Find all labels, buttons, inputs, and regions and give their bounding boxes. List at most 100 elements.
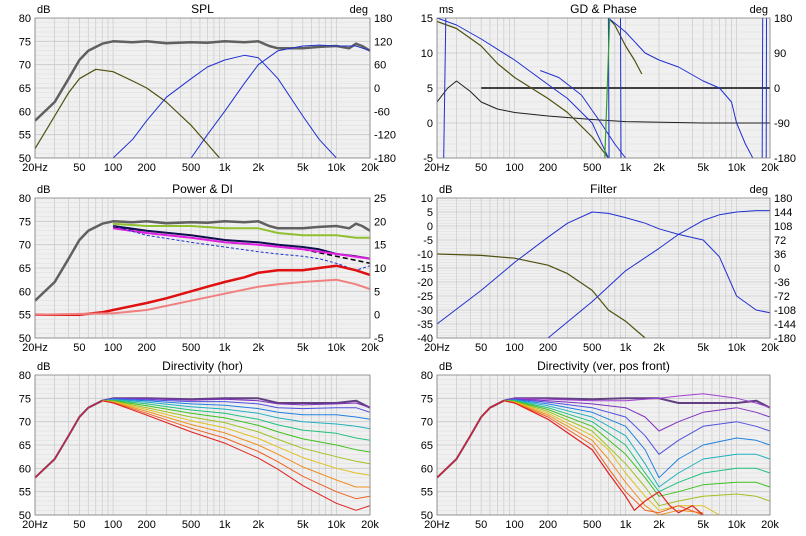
y2-tick-label: 20 — [374, 216, 386, 228]
series-line-0 — [437, 253, 646, 338]
x-tick-label: 200 — [137, 342, 155, 354]
y-axis-unit-left: dB — [37, 361, 50, 373]
y-tick-label: 5 — [427, 207, 433, 219]
y2-tick-label: -180 — [374, 153, 396, 165]
series-line-0 — [35, 220, 370, 302]
series-group — [437, 18, 770, 158]
series-line-1 — [102, 397, 370, 409]
y2-tick-label: 180 — [774, 13, 792, 25]
chart-title: Power & DI — [172, 182, 233, 196]
y-tick-label: 80 — [19, 13, 31, 25]
y-tick-label: 75 — [19, 216, 31, 228]
y2-tick-label: 0 — [374, 83, 380, 95]
series-line-11 — [503, 400, 704, 515]
y2-tick-label: 180 — [774, 193, 792, 205]
x-tick-label: 200 — [137, 519, 155, 531]
y-axis-unit-right: deg — [750, 184, 768, 196]
x-tick-label: 500 — [583, 342, 601, 354]
x-tick-label: 2k — [253, 519, 265, 531]
x-tick-label: 1k — [620, 342, 632, 354]
y-tick-label: 55 — [19, 310, 31, 322]
y-tick-label: 0 — [427, 118, 433, 130]
series-line-12 — [437, 400, 704, 515]
x-tick-label: 100 — [104, 342, 122, 354]
series-line-5 — [102, 399, 370, 441]
series-line-4 — [503, 399, 770, 479]
y2-tick-label: -90 — [774, 118, 790, 130]
series-line-11 — [35, 400, 370, 511]
chart-title: Directivity (ver, pos front) — [537, 359, 670, 373]
chart-dir_hor: 20Hz 50 100 200 500 1k 2k 5k 10k 20k5055606570758… — [19, 359, 380, 531]
series-line-6 — [102, 400, 370, 453]
y-tick-label: 70 — [19, 240, 31, 252]
series-line-9 — [503, 400, 720, 515]
x-tick-label: 5k — [697, 519, 709, 531]
x-tick-label: 500 — [182, 342, 200, 354]
x-tick-label: 50 — [475, 342, 487, 354]
series-group — [35, 220, 370, 316]
x-tick-label: 2k — [253, 342, 265, 354]
x-tick-label: 500 — [583, 519, 601, 531]
x-tick-label: 200 — [539, 342, 557, 354]
series-line-10 — [102, 400, 370, 500]
series-line-2 — [112, 54, 337, 158]
y-tick-label: 75 — [19, 36, 31, 48]
y2-tick-label: 144 — [774, 207, 792, 219]
y2-tick-label: 36 — [774, 249, 786, 261]
x-tick-label: 20Hz — [22, 162, 48, 174]
y2-tick-label: 0 — [774, 83, 780, 95]
series-group — [35, 40, 370, 158]
x-tick-label: 5k — [697, 342, 709, 354]
series-line-1 — [503, 393, 770, 409]
y-tick-label: 80 — [19, 193, 31, 205]
x-tick-label: 100 — [104, 162, 122, 174]
y-tick-label: 75 — [19, 393, 31, 405]
chart-title: Filter — [590, 182, 617, 196]
x-tick-label: 10k — [328, 519, 346, 531]
y-tick-label: 65 — [19, 263, 31, 275]
x-tick-label: 2k — [653, 342, 665, 354]
series-line-1 — [437, 211, 770, 325]
y-tick-label: 70 — [19, 417, 31, 429]
x-tick-label: 50 — [73, 162, 85, 174]
y-axis-unit-right: deg — [350, 4, 368, 16]
y2-tick-label: -180 — [774, 333, 796, 345]
y-axis-unit-left: dB — [439, 184, 452, 196]
series-line-3 — [190, 44, 370, 158]
x-tick-label: 200 — [539, 519, 557, 531]
x-tick-label: 50 — [475, 519, 487, 531]
y-axis-unit-left: dB — [37, 184, 50, 196]
y-tick-label: 80 — [421, 370, 433, 382]
y-tick-label: 60 — [421, 463, 433, 475]
y-axis-unit-left: ms — [439, 4, 454, 16]
y-tick-label: 60 — [19, 106, 31, 118]
y-tick-label: 50 — [19, 153, 31, 165]
x-tick-label: 1k — [620, 519, 632, 531]
x-tick-label: 1k — [219, 162, 231, 174]
x-tick-label: 10k — [728, 519, 746, 531]
x-tick-label: 50 — [73, 342, 85, 354]
chart-gd: 20Hz 50 100 200 500 1k 2k 5k 10k 20k -5 0 5 10 15 -180 -… — [421, 2, 796, 174]
series-line-4 — [437, 18, 609, 158]
x-tick-label: 20Hz — [22, 342, 48, 354]
y-tick-label: 10 — [421, 193, 433, 205]
x-tick-label: 20Hz — [424, 162, 450, 174]
series-line-7 — [35, 278, 370, 316]
series-line-9 — [620, 18, 622, 158]
y-tick-label: -25 — [417, 291, 433, 303]
x-tick-label: 10k — [728, 342, 746, 354]
y-tick-label: 55 — [421, 487, 433, 499]
y-tick-label: 15 — [421, 13, 433, 25]
chart-title: GD & Phase — [570, 2, 637, 16]
y-tick-label: 5 — [427, 83, 433, 95]
chart-power: 20Hz 50 100 200 500 1k 2k 5k 10k 20k5055606570758… — [19, 182, 387, 354]
series-line-8 — [102, 400, 370, 476]
y-tick-label: 70 — [19, 60, 31, 72]
y-axis-unit-left: dB — [439, 361, 452, 373]
x-tick-label: 10k — [328, 342, 346, 354]
x-tick-label: 5k — [297, 162, 309, 174]
x-tick-label: 100 — [505, 519, 523, 531]
x-tick-label: 20k — [761, 342, 779, 354]
y-tick-label: 50 — [19, 510, 31, 522]
x-tick-label: 500 — [182, 519, 200, 531]
